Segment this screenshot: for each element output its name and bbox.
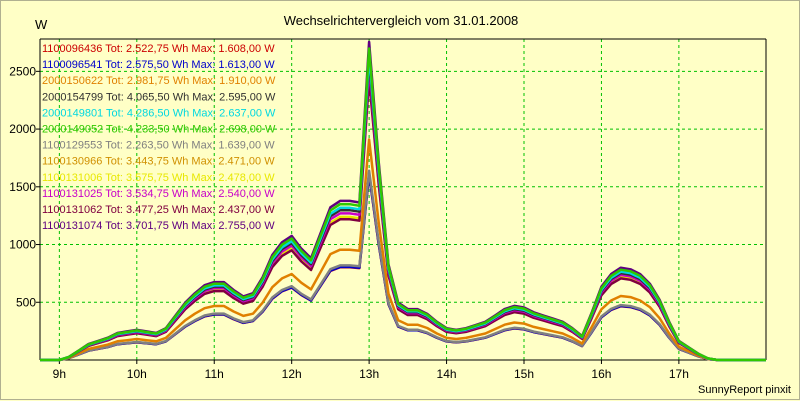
y-tick-label: 2000	[9, 122, 36, 136]
legend-entry-1100131074: 1100131074 Tot: 3.701,75 Wh Max: 2.755,0…	[42, 220, 275, 232]
legend-entry-1100131006: 1100131006 Tot: 3.575,75 Wh Max: 2.478,0…	[42, 172, 275, 184]
y-axis-unit-label: W	[35, 17, 48, 32]
y-tick-label: 500	[16, 295, 36, 309]
y-tick-label: 2500	[9, 64, 36, 78]
legend-entry-2000149052: 2000149052 Tot: 4.233,50 Wh Max: 2.698,0…	[42, 124, 276, 136]
x-tick-label: 17h	[669, 367, 689, 381]
legend-entry-2000149801: 2000149801 Tot: 4.286,50 Wh Max: 2.637,0…	[42, 107, 276, 119]
legend-entry-1100096436: 1100096436 Tot: 2.522,75 Wh Max: 1.608,0…	[42, 43, 275, 55]
x-tick-label: 14h	[437, 367, 457, 381]
x-tick-label: 12h	[282, 367, 302, 381]
legend-entry-1100131062: 1100131062 Tot: 3.477,25 Wh Max: 2.437,0…	[42, 204, 275, 216]
x-tick-label: 13h	[359, 367, 379, 381]
x-tick-label: 15h	[514, 367, 534, 381]
x-tick-label: 16h	[591, 367, 611, 381]
legend-entry-2000150622: 2000150622 Tot: 2.981,75 Wh Max: 1.910,0…	[42, 75, 276, 87]
series-line-2000149052	[40, 47, 766, 362]
x-tick-label: 10h	[127, 367, 147, 381]
x-tick-label: 9h	[53, 367, 66, 381]
legend-entry-1100129553: 1100129553 Tot: 2.263,50 Wh Max: 1.639,0…	[42, 140, 275, 152]
x-tick-label: 11h	[205, 367, 224, 381]
y-tick-label: 1500	[9, 180, 36, 194]
chart-title: Wechselrichtervergleich vom 31.01.2008	[283, 13, 519, 28]
legend-entry-1100130966: 1100130966 Tot: 3.443,75 Wh Max: 2.471,0…	[42, 156, 275, 168]
series-line-2000150622	[40, 138, 766, 362]
credit-label: SunnyReport pinxit	[698, 384, 791, 396]
legend-entry-1100096541: 1100096541 Tot: 2.575,50 Wh Max: 1.613,0…	[42, 59, 275, 71]
y-tick-label: 1000	[9, 238, 36, 252]
legend-entry-1100131025: 1100131025 Tot: 3.534,75 Wh Max: 2.540,0…	[42, 188, 275, 200]
legend-entry-2000154799: 2000154799 Tot: 4.065,50 Wh Max: 2.595,0…	[42, 91, 276, 103]
series-line-1100129553	[40, 169, 766, 362]
